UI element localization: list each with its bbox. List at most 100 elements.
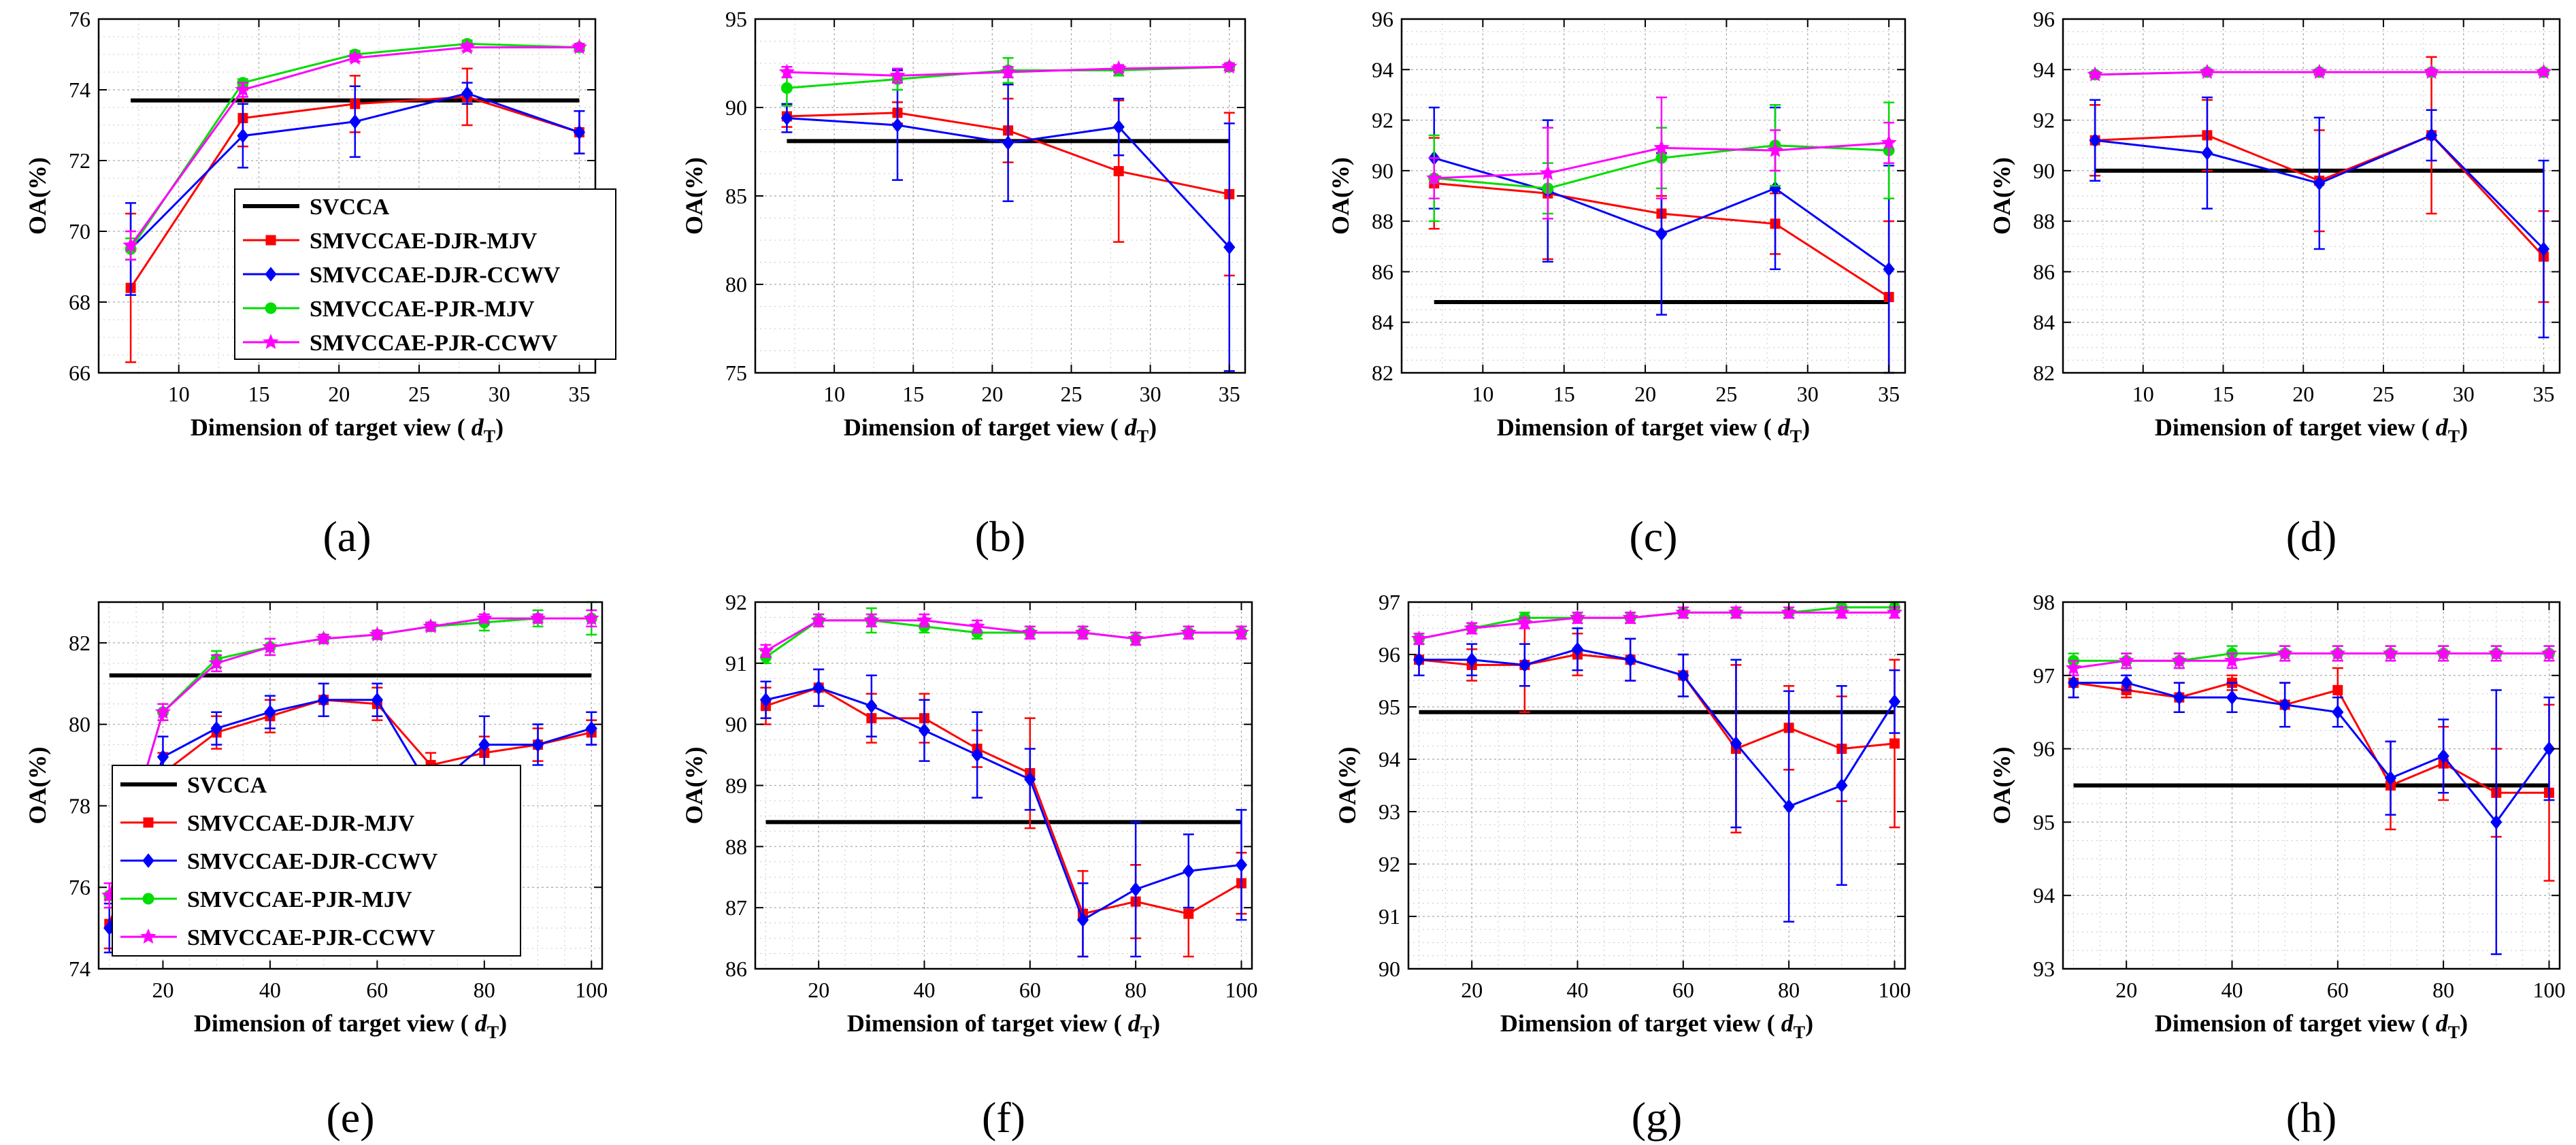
x-axis-label: Dimension of target view ( dT) [191, 414, 503, 446]
x-tick-label: 60 [2327, 978, 2349, 1002]
y-tick-label: 94 [2033, 57, 2055, 82]
legend-label: SMVCCAE-DJR-MJV [187, 811, 415, 836]
data-point [264, 704, 276, 720]
y-tick-label: 74 [69, 957, 90, 981]
series-smvccae-djr-ccwv [2089, 96, 2550, 339]
series-line [108, 699, 592, 929]
x-axis-label-sub: T [2448, 427, 2460, 446]
legend-marker [142, 853, 154, 868]
x-tick-label: 15 [1553, 382, 1575, 406]
data-point [2224, 652, 2241, 668]
y-tick-label: 72 [69, 148, 90, 173]
x-tick-label: 40 [259, 978, 281, 1002]
x-axis-label-var: d [1781, 1010, 1794, 1037]
data-point [1834, 604, 1850, 620]
data-point [891, 118, 904, 133]
x-tick-label: 20 [808, 978, 829, 1002]
y-axis-label: OA(%) [1334, 747, 1361, 825]
data-point [2382, 645, 2399, 661]
y-tick-label: 94 [2033, 883, 2055, 908]
data-point [2332, 684, 2343, 695]
legend-marker [265, 235, 276, 246]
series-smvccae-djr-ccwv [125, 82, 586, 296]
y-tick-label: 76 [69, 875, 90, 899]
data-point [757, 642, 774, 658]
x-tick-label: 60 [1672, 978, 1694, 1002]
y-tick-label: 88 [1372, 209, 1393, 233]
legend-marker [143, 817, 154, 828]
x-tick-label: 25 [1061, 382, 1083, 406]
y-tick-label: 80 [69, 712, 90, 737]
x-tick-label: 10 [168, 382, 190, 406]
x-axis-label-sub: T [1137, 427, 1149, 446]
data-point [810, 612, 827, 627]
data-point [529, 610, 546, 625]
series-line [2073, 682, 2549, 794]
axes-frame [2062, 601, 2561, 970]
data-point [1110, 60, 1127, 76]
data-point [1781, 604, 1797, 620]
x-axis-label-sub: T [1790, 427, 1802, 446]
panel-b: 10 15 20 25 30 35 75 80 85 90 95 OA(%) Dimension of … [680, 7, 1246, 561]
data-point [423, 618, 439, 633]
x-tick-label: 40 [2222, 978, 2243, 1002]
legend-marker [265, 302, 277, 314]
x-axis-label-var: d [1125, 414, 1138, 441]
x-tick-label: 100 [1878, 978, 1911, 1002]
data-point [2423, 63, 2440, 79]
x-tick-label: 60 [1019, 978, 1041, 1002]
x-tick-label: 10 [1472, 382, 1493, 406]
x-tick-label: 15 [902, 382, 924, 406]
data-point [2279, 697, 2291, 712]
x-tick-label: 30 [489, 382, 510, 406]
data-point [1233, 624, 1250, 640]
data-point [1183, 908, 1194, 919]
data-point [349, 114, 361, 129]
x-tick-label: 20 [1634, 382, 1656, 406]
data-point [1410, 630, 1427, 646]
data-point [2173, 690, 2185, 705]
data-point [2541, 645, 2558, 661]
y-axis-label: OA(%) [1327, 157, 1354, 235]
y-tick-label: 90 [725, 95, 747, 120]
data-point [2277, 645, 2293, 661]
data-point [1728, 604, 1745, 620]
y-tick-label: 96 [1378, 642, 1400, 667]
panel-g: 20 40 60 80 100 90 91 92 93 94 95 96 97 OA(%) Dimensio… [1334, 590, 1911, 1142]
y-tick-label: 75 [725, 361, 747, 385]
series-line [108, 617, 592, 896]
y-tick-label: 94 [1372, 57, 1393, 82]
data-point [780, 110, 793, 126]
data-point [1223, 239, 1236, 255]
x-axis-label-close: ) [2460, 414, 2468, 441]
data-point [889, 67, 906, 83]
x-axis-label: Dimension of target view ( dT) [1497, 414, 1810, 446]
x-axis-label-var: d [1128, 1010, 1141, 1037]
series-smvccae-djr-ccwv [780, 69, 1236, 372]
x-tick-label: 20 [152, 978, 174, 1002]
x-tick-label: 100 [2532, 978, 2565, 1002]
series-smvccae-pjr-ccwv [1426, 96, 1897, 220]
data-point [2313, 176, 2326, 191]
x-axis-label: Dimension of target view ( dT) [847, 1010, 1160, 1042]
data-point [476, 610, 493, 625]
x-axis-label-var: d [475, 1010, 488, 1037]
x-axis-label-close: ) [1152, 1010, 1160, 1037]
data-point [317, 692, 330, 708]
y-tick-label: 93 [2033, 957, 2055, 981]
data-point [2425, 128, 2438, 143]
y-tick-label: 88 [2033, 209, 2055, 233]
data-point [863, 612, 880, 627]
x-axis-label-close: ) [2460, 1010, 2468, 1037]
data-point [1517, 614, 1533, 630]
legend-label: SMVCCAE-PJR-MJV [310, 297, 535, 322]
x-axis-label-sub: T [484, 427, 495, 446]
y-tick-label: 96 [1372, 7, 1393, 31]
data-point [1024, 771, 1036, 787]
data-point [1889, 738, 1900, 749]
panel-f: 20 40 60 80 100 86 87 88 89 90 91 92 OA(%) Dimension … [680, 590, 1257, 1142]
legend-marker [265, 267, 277, 282]
x-axis-label-main: Dimension of target view ( [194, 1010, 475, 1037]
x-tick-label: 25 [408, 382, 430, 406]
x-axis-label: Dimension of target view ( dT) [2155, 1010, 2468, 1042]
